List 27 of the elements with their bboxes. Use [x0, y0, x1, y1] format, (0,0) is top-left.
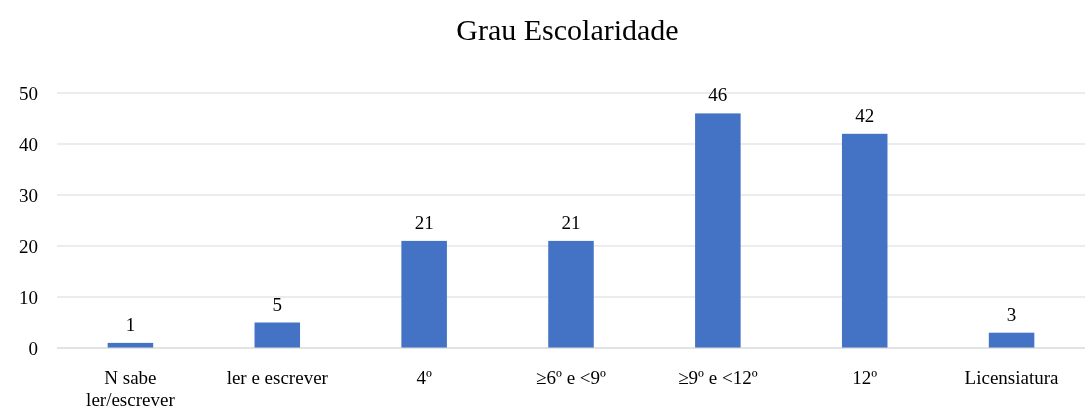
x-tick-label: ≥6º e <9º	[536, 367, 607, 388]
y-tick-label: 0	[28, 337, 38, 359]
bar	[988, 332, 1035, 348]
bar	[548, 240, 594, 348]
data-label: 46	[708, 84, 728, 106]
x-tick-label: ≥9º e <12º	[678, 367, 758, 388]
data-label: 42	[855, 104, 875, 126]
x-tick-label: 4º	[416, 367, 432, 388]
y-tick-label: 50	[19, 82, 38, 104]
y-tick-label: 40	[19, 133, 38, 155]
x-tick-label: Licensiatura	[964, 367, 1060, 388]
bar	[695, 113, 741, 348]
x-tick-label: 12º	[852, 367, 878, 388]
y-tick-label: 20	[19, 235, 38, 257]
data-label: 21	[561, 211, 581, 233]
y-tick-label: 10	[19, 286, 38, 308]
y-tick-label: 30	[19, 184, 38, 206]
bar	[254, 322, 301, 348]
x-tick-label: ler e escrever	[226, 367, 329, 388]
bar	[401, 240, 447, 348]
data-label: 21	[414, 211, 434, 233]
data-label: 3	[1006, 303, 1017, 325]
data-label: 1	[125, 313, 136, 335]
chart-title: Grau Escolaridade	[456, 13, 679, 46]
bar	[841, 133, 888, 348]
data-label: 5	[272, 293, 283, 315]
x-tick-label: N sabe ler/escrever	[86, 367, 176, 410]
